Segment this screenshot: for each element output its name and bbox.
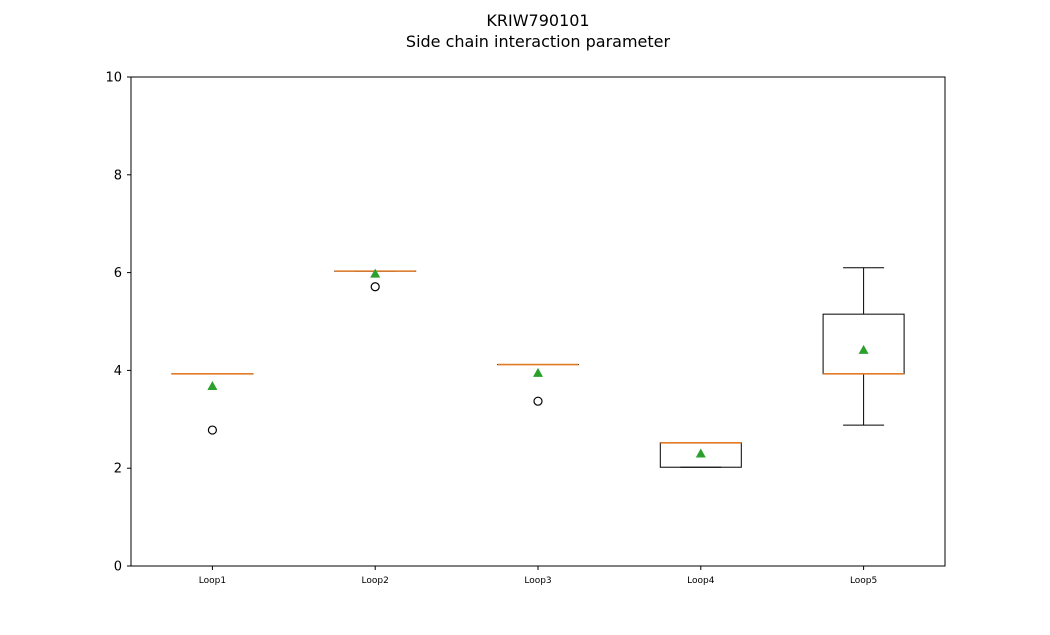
x-tick-label: Loop2	[362, 576, 389, 586]
y-tick-label: 2	[114, 462, 122, 477]
mean-marker	[695, 448, 706, 458]
x-tick-label: Loop5	[850, 576, 877, 586]
x-tick-label: Loop3	[524, 576, 551, 586]
y-tick-label: 10	[105, 71, 122, 86]
outlier-point	[207, 425, 217, 435]
mean-marker	[370, 268, 381, 278]
chart-title: KRIW790101	[486, 11, 589, 30]
mean-marker	[207, 381, 218, 391]
plot-area: 0 2 4 6 8 10 Loop1 Loop2 Loop3 Loop4 Loop5	[105, 71, 905, 586]
x-tick-label: Loop4	[687, 576, 715, 586]
y-tick-label: 6	[114, 266, 122, 281]
y-tick-label: 0	[114, 560, 122, 575]
x-tick-label: Loop1	[199, 576, 226, 586]
axes-frame	[130, 76, 946, 567]
box	[822, 313, 905, 375]
outlier-point	[533, 396, 543, 406]
outlier-point	[370, 282, 380, 292]
mean-marker	[858, 344, 869, 354]
y-tick-label: 8	[114, 168, 122, 183]
chart-subtitle: Side chain interaction parameter	[406, 32, 671, 51]
y-tick-label: 4	[114, 364, 122, 379]
mean-marker	[533, 367, 543, 377]
